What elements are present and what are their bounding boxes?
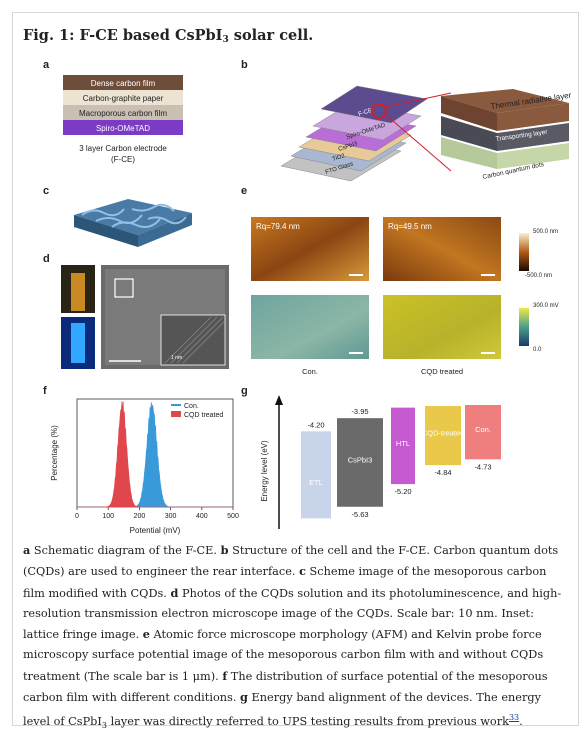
inset-scale: 1 nm xyxy=(171,355,182,361)
kpfm-con xyxy=(251,295,369,359)
band-3 xyxy=(425,406,461,466)
band-0 xyxy=(301,431,331,519)
panel-a-caption-1: 3 layer Carbon electrode xyxy=(79,144,167,153)
panel-label-g: g xyxy=(241,385,248,397)
panel-label-c: c xyxy=(43,185,50,197)
chart-f-xtick-label-5: 500 xyxy=(227,513,239,520)
chart-f-xtick-label-4: 400 xyxy=(196,513,208,520)
legend-cqd-label: CQD treated xyxy=(184,412,223,419)
chart-f-xtick-label-0: 0 xyxy=(75,513,79,520)
afm-min: -500.0 nm xyxy=(525,273,552,279)
panel-b-structure: FTO Glass TiO2 CsPbI3 Spiro-OMeTAD F-CE … xyxy=(280,85,571,182)
kpfm-cqd xyxy=(383,295,501,359)
panel-label-e: e xyxy=(241,185,248,197)
label-cqd: CQD treated xyxy=(421,367,463,376)
legend-con-label: Con. xyxy=(184,403,199,410)
chart-f-xlabel: Potential (mV) xyxy=(130,526,181,535)
band-4 xyxy=(465,405,501,460)
afm-con xyxy=(251,217,369,281)
band-label-3: CQD-treated xyxy=(422,429,465,438)
band-lumo-0: -4.20 xyxy=(307,420,324,429)
panel-d-tem: 1 nm xyxy=(61,265,229,369)
label-con: Con. xyxy=(302,367,318,376)
panel-c-carbon-film xyxy=(74,199,192,247)
chart-f-xtick-label-2: 200 xyxy=(134,513,146,520)
band-homo-2: -5.20 xyxy=(394,487,411,496)
band-homo-4: -4.73 xyxy=(474,462,491,471)
energy-axis-arrow xyxy=(275,395,283,405)
layer-dense-carbon xyxy=(63,75,183,90)
band-homo-3: -4.84 xyxy=(434,468,451,477)
ref-link[interactable]: 33 xyxy=(508,713,520,723)
figure-caption: a Schematic diagram of the F-CE. b Struc… xyxy=(23,543,562,731)
zoom-circle xyxy=(371,103,387,119)
panel-g-chart: Energy level (eV) ETL -4.20 CsPbI3 -3.95 -5.… xyxy=(260,395,501,529)
band-label-0: ETL xyxy=(309,478,323,487)
band-homo-1: -5.63 xyxy=(351,510,368,519)
afm-colorbar xyxy=(519,233,529,271)
panel-a-caption-2: (F-CE) xyxy=(111,155,135,164)
chart-g-ylabel: Energy level (eV) xyxy=(260,440,269,502)
cqd-vial-photo xyxy=(71,273,85,311)
band-lumo-1: -3.95 xyxy=(351,407,368,416)
legend-cqd-swatch xyxy=(171,411,181,417)
chart-f-xtick-label-3: 300 xyxy=(165,513,177,520)
rq-cqd: Rq=49.5 nm xyxy=(388,222,432,231)
rq-con: Rq=79.4 nm xyxy=(256,222,300,231)
panel-label-b: b xyxy=(241,59,248,71)
band-1 xyxy=(337,418,383,507)
layer-label-1: Carbon-graphite paper xyxy=(83,94,164,103)
stack-tio2: TiO2 xyxy=(332,153,347,163)
layer-spiro xyxy=(63,120,183,135)
figure-card: Fig. 1: F-CE based CsPbI3 solar cell. a … xyxy=(12,12,579,730)
chart-f-ylabel: Percentage (%) xyxy=(50,425,59,481)
layer-label-0: Dense carbon film xyxy=(91,79,156,88)
panel-a-layers: Dense carbon film Carbon-graphite paper … xyxy=(63,75,183,164)
panel-label-f: f xyxy=(43,385,47,397)
panel-label-a: a xyxy=(43,59,50,71)
layer-label-3: Spiro-OMeTAD xyxy=(96,124,150,133)
stack-fce: F-CE xyxy=(358,108,373,118)
chart-f-series-1 xyxy=(77,401,233,508)
band-label-2: HTL xyxy=(396,439,410,448)
band-label-4: Con. xyxy=(475,425,491,434)
panel-label-d: d xyxy=(43,253,50,265)
layer-label-2: Macroporous carbon film xyxy=(79,109,167,118)
kp-colorbar xyxy=(519,308,529,346)
band-label-1: CsPbI3 xyxy=(348,455,373,464)
kp-min: 0.0 xyxy=(533,347,542,353)
band-2 xyxy=(391,407,415,485)
chart-f-xtick-label-1: 100 xyxy=(102,513,114,520)
cqd-vial-pl xyxy=(71,323,85,363)
panel-e-afm-kpfm: Rq=79.4 nm Rq=49.5 nm 500.0 nm -500.0 nm… xyxy=(251,217,559,376)
stack-cspbi: CsPbI3 xyxy=(338,141,359,153)
afm-cqd xyxy=(383,217,501,281)
layer-macroporous xyxy=(63,105,183,120)
layer-carbon-graphite xyxy=(63,90,183,105)
panel-f-chart: 0 100 200 300 400 500 Potential (mV) Percenta… xyxy=(50,398,239,535)
afm-max: 500.0 nm xyxy=(533,229,558,235)
figure-title: Fig. 1: F-CE based CsPbI3 solar cell. xyxy=(23,27,314,45)
kp-max: 300.0 mV xyxy=(533,303,559,309)
